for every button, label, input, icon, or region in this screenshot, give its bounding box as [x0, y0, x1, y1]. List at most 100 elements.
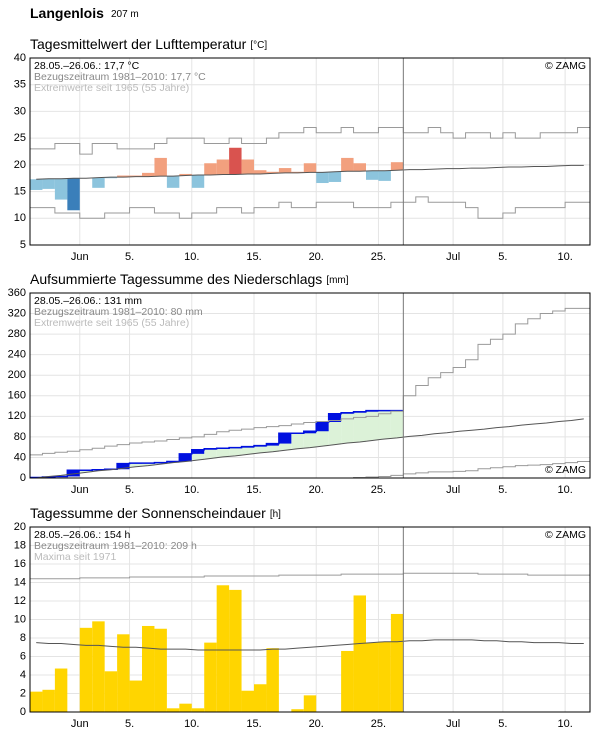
extreme-line [30, 307, 590, 456]
bar [129, 680, 142, 712]
deviation-bar [303, 163, 317, 173]
y-tick-label: 40 [14, 451, 26, 463]
surplus-area [229, 447, 242, 456]
y-tick-label: 320 [8, 307, 26, 319]
deviation-bar [104, 177, 118, 179]
title-unit: [h] [270, 509, 281, 520]
bar [166, 708, 180, 712]
normal-line [36, 639, 584, 651]
title-text: Tagessumme der Sonnenscheindauer [30, 505, 266, 521]
y-tick-label: 10 [14, 613, 26, 625]
title-unit: [°C] [250, 40, 267, 51]
deviation-bar [390, 162, 404, 171]
chart-title: Aufsummierte Tagessumme des Niederschlag… [30, 271, 349, 287]
surplus-area [390, 410, 404, 438]
surplus-area [353, 411, 366, 443]
extreme-line [30, 572, 590, 580]
x-tick-label: Jun [71, 484, 89, 496]
y-tick-label: 16 [14, 558, 26, 570]
x-tick-label: Jul [446, 484, 460, 496]
bar [216, 585, 230, 712]
bar [79, 627, 93, 712]
y-tick-label: 200 [8, 369, 26, 381]
surplus-area [129, 463, 142, 467]
bar [291, 709, 304, 712]
deviation-bar [142, 172, 155, 177]
deviation-bar [366, 170, 379, 180]
station-altitude: 207 m [111, 9, 139, 20]
surplus-area [378, 410, 391, 439]
bar [30, 691, 43, 712]
x-tick-label: 25. [371, 484, 386, 496]
y-tick-label: 20 [14, 521, 26, 533]
deviation-bar [117, 175, 130, 178]
chart: Aufsummierte Tagessumme des Niederschlag… [8, 271, 591, 496]
surplus-area [204, 448, 217, 459]
x-tick-label: 20. [309, 251, 324, 263]
y-tick-label: 240 [8, 349, 26, 361]
bar [104, 671, 118, 712]
deviation-bar [291, 171, 304, 173]
note: Bezugszeitraum 1981–2010: 209 h [34, 540, 197, 552]
plot-frame [29, 526, 591, 713]
y-tick-label: 80 [14, 431, 26, 443]
deviation-bar [341, 157, 354, 172]
x-tick-label: 5. [125, 484, 134, 496]
y-tick-label: 14 [14, 576, 26, 588]
deviation-bar [42, 178, 55, 189]
bar [117, 634, 130, 712]
x-tick-label: 5. [125, 251, 134, 263]
bar [92, 621, 105, 712]
y-tick-label: 30 [14, 105, 26, 117]
x-tick-label: 15. [246, 484, 261, 496]
deviation-bar [67, 178, 80, 211]
y-tick-label: 120 [8, 410, 26, 422]
x-tick-label: 15. [246, 718, 261, 729]
surplus-area [366, 410, 379, 441]
deviation-bar [254, 170, 267, 174]
y-tick-label: 0 [20, 706, 26, 718]
y-tick-label: 20 [14, 159, 26, 171]
surplus-area [303, 431, 317, 448]
x-tick-label: 10. [184, 718, 199, 729]
surplus-area [216, 448, 230, 457]
y-tick-label: 12 [14, 595, 26, 607]
x-tick-label: 10. [557, 484, 572, 496]
x-tick-label: Jun [71, 251, 89, 263]
bar [229, 589, 242, 712]
deviation-bar [216, 159, 230, 175]
bar [341, 650, 354, 712]
increment-bar [316, 421, 329, 432]
y-tick-label: 35 [14, 79, 26, 91]
x-tick-label: 5. [498, 251, 507, 263]
x-tick-label: 20. [309, 718, 324, 729]
y-tick-label: 6 [20, 650, 26, 662]
deviation-bar [92, 177, 105, 188]
y-tick-label: 10 [14, 212, 26, 224]
surplus-area [341, 412, 354, 444]
chart: Tagessumme der Sonnenscheindauer [h] 0 2 4 6 8… [14, 505, 591, 729]
bar [366, 642, 379, 712]
y-tick-label: 360 [8, 287, 26, 299]
x-tick-label: Jul [446, 718, 460, 729]
y-tick-label: 2 [20, 687, 26, 699]
note: 28.05.–26.06.: 17,7 °C [34, 60, 140, 72]
cumulative-line [30, 409, 404, 478]
chart-title: Tagessumme der Sonnenscheindauer [h] [30, 505, 281, 521]
chart-title: Tagesmittelwert der Lufttemperatur [°C] [30, 36, 267, 52]
y-tick-label: 5 [20, 239, 26, 251]
x-tick-label: 5. [498, 718, 507, 729]
surplus-area [266, 443, 279, 452]
credit: © ZAMG [545, 464, 586, 476]
increment-bar [303, 431, 317, 434]
x-tick-label: 25. [371, 251, 386, 263]
title-text: Aufsummierte Tagessumme des Niederschlag… [30, 271, 322, 287]
plot-area [30, 572, 590, 712]
x-tick-label: 10. [184, 251, 199, 263]
deviation-bar [353, 163, 366, 172]
bar [254, 684, 267, 712]
deviation-bar [278, 168, 292, 173]
deviation-bar [54, 178, 68, 200]
deviation-bar [229, 147, 242, 175]
surplus-area [142, 463, 155, 466]
